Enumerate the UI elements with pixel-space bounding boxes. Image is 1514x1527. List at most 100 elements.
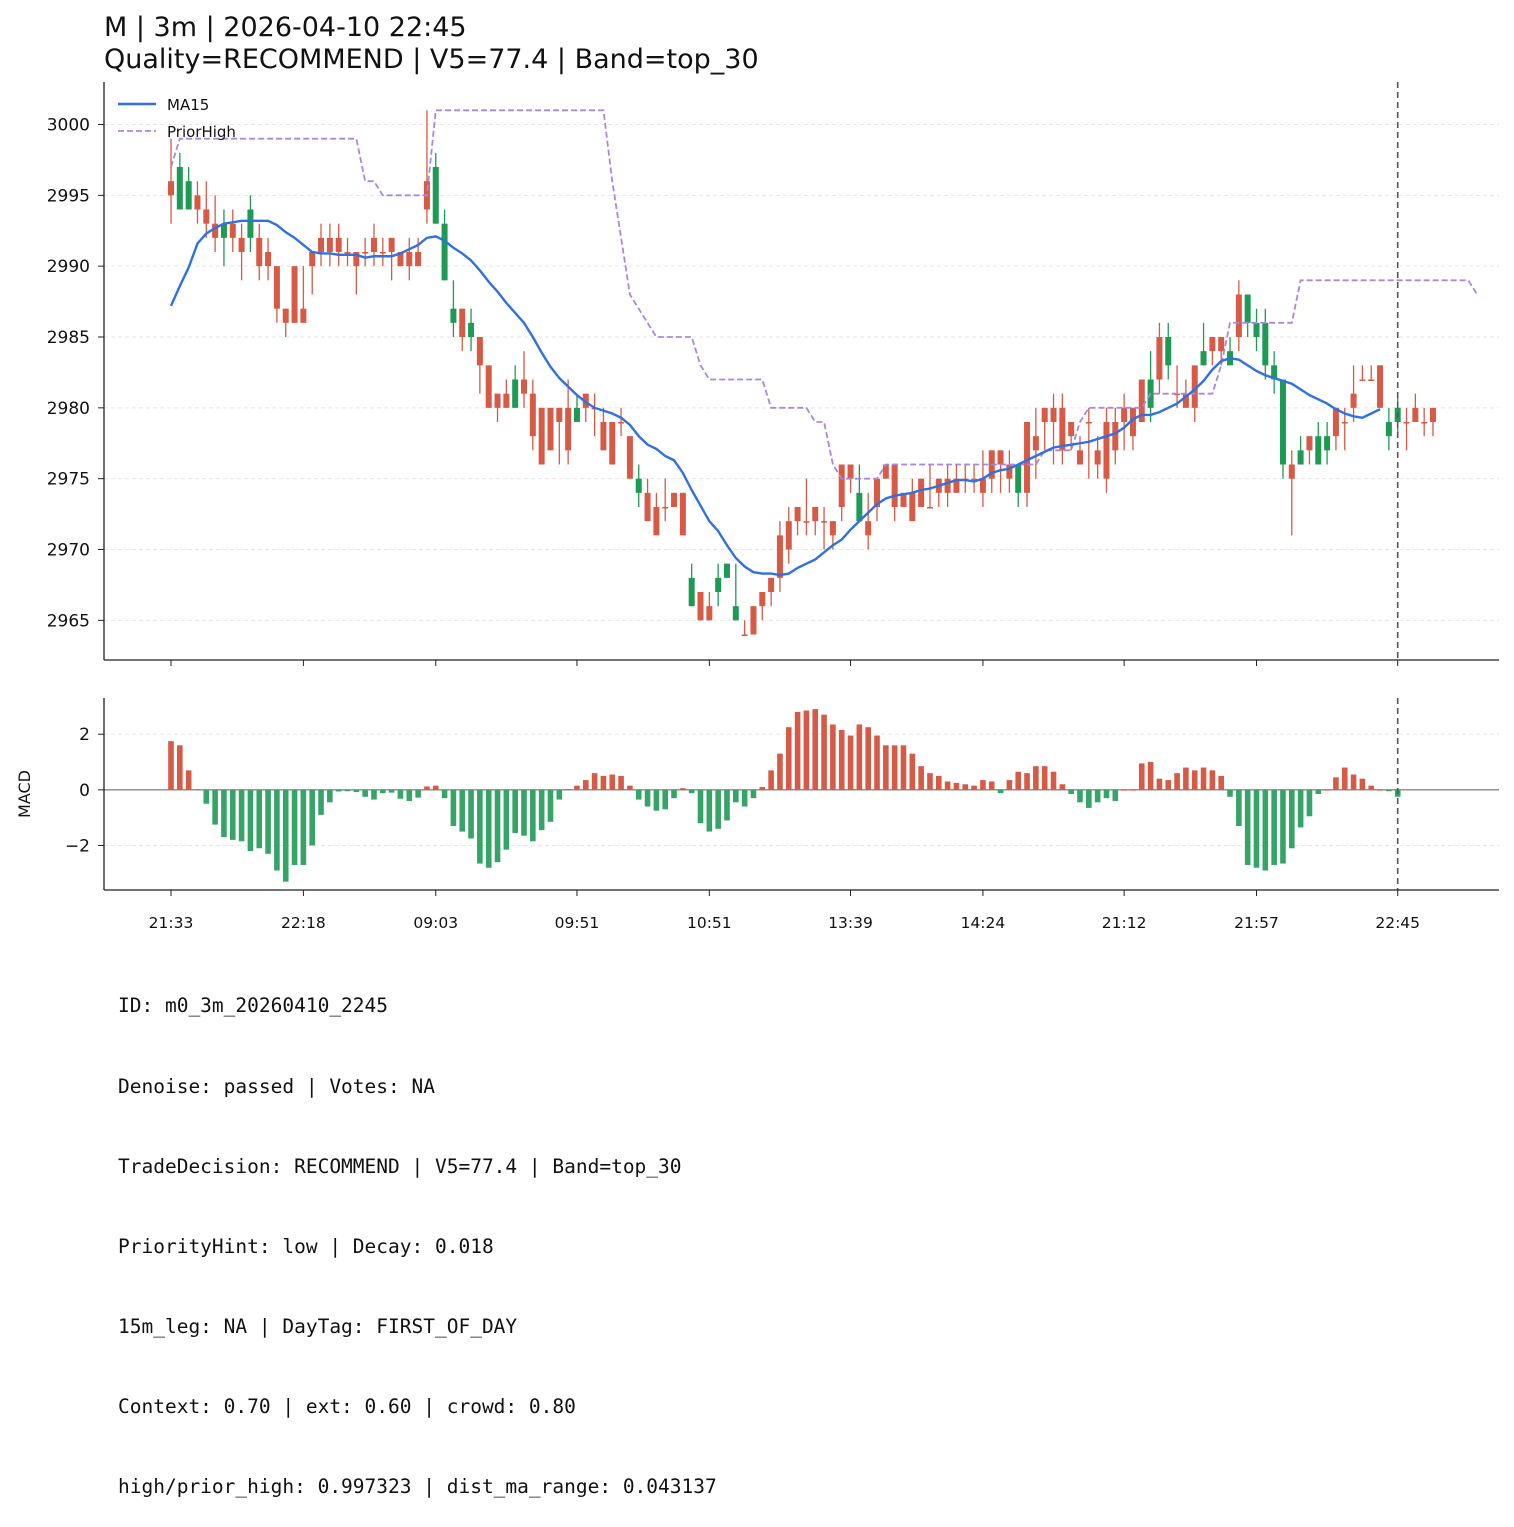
macd-bar bbox=[221, 789, 227, 838]
macd-bar bbox=[565, 788, 571, 790]
candle-body bbox=[185, 181, 192, 210]
macd-bar bbox=[688, 789, 695, 794]
candle-body bbox=[671, 492, 678, 507]
candle-body bbox=[1191, 365, 1198, 408]
candle-body bbox=[1129, 407, 1136, 437]
candle-body bbox=[362, 252, 369, 254]
candle-body bbox=[1094, 450, 1101, 465]
candle-body bbox=[794, 507, 801, 522]
macd-bar bbox=[680, 788, 686, 790]
candle-body bbox=[168, 181, 174, 196]
macd-bar bbox=[1271, 789, 1277, 865]
candle-body bbox=[1015, 464, 1022, 493]
candle-body bbox=[353, 252, 360, 267]
price-axes: 2965 2970 2975 2980 2985 2990 2995 3000 bbox=[47, 82, 1499, 666]
candle-body bbox=[1041, 407, 1048, 422]
macd-bar bbox=[238, 789, 245, 842]
macd-bar bbox=[229, 789, 236, 840]
macd-bar bbox=[335, 789, 342, 792]
macd-bar bbox=[1315, 789, 1322, 794]
candle-body bbox=[220, 223, 227, 238]
candle-body bbox=[891, 464, 898, 507]
candle-body bbox=[926, 507, 933, 509]
macd-bar bbox=[274, 789, 280, 871]
candle-body bbox=[741, 634, 748, 636]
macd-bar bbox=[300, 789, 307, 865]
macd-bar bbox=[1138, 763, 1145, 790]
macd-bar bbox=[1094, 789, 1101, 803]
candle-body bbox=[971, 478, 978, 481]
candle-body bbox=[618, 422, 625, 424]
candle-body bbox=[1253, 322, 1260, 337]
candle-body bbox=[874, 478, 881, 507]
macd-bar bbox=[980, 780, 986, 790]
candle-body bbox=[1332, 407, 1339, 437]
price-ytick-label: 2995 bbox=[47, 186, 90, 206]
macd-bar bbox=[203, 789, 210, 804]
macd-bar bbox=[538, 789, 545, 831]
candle-body bbox=[1430, 407, 1436, 422]
macd-bar bbox=[371, 789, 377, 800]
macd-bar bbox=[1280, 789, 1286, 864]
macd-bar bbox=[697, 789, 704, 824]
price-legend: MA15 PriorHigh bbox=[118, 96, 236, 141]
macd-bar bbox=[406, 789, 413, 801]
candle-body bbox=[918, 478, 925, 507]
macd-bar bbox=[724, 789, 730, 821]
macd-ytick-label: 0 bbox=[79, 781, 90, 801]
candle-body bbox=[1156, 337, 1163, 380]
candle-body bbox=[1244, 294, 1251, 323]
price-ytick-label: 3000 bbox=[47, 116, 90, 136]
candle-body bbox=[1288, 464, 1295, 479]
candle-body bbox=[1085, 422, 1092, 424]
candle-body bbox=[370, 237, 377, 252]
macd-bar bbox=[865, 727, 871, 790]
candle-body bbox=[176, 167, 183, 210]
candle-body bbox=[1315, 436, 1322, 465]
macd-ytick-label: 2 bbox=[79, 725, 90, 745]
candle-body bbox=[459, 308, 466, 337]
candle-body bbox=[1421, 422, 1428, 424]
macd-bar bbox=[265, 789, 271, 854]
legend-ma15-label: MA15 bbox=[167, 96, 209, 114]
candle-body bbox=[503, 393, 510, 408]
macd-bar bbox=[1306, 789, 1313, 817]
macd-bar bbox=[1350, 774, 1357, 790]
time-tick-label: 21:33 bbox=[149, 914, 194, 932]
time-tick-label: 13:39 bbox=[828, 914, 873, 932]
info-line: ID: m0_3m_20260410_2245 bbox=[118, 994, 389, 1018]
macd-bar bbox=[1244, 789, 1251, 865]
macd-bar bbox=[830, 724, 836, 790]
time-tick-label: 21:57 bbox=[1234, 914, 1279, 932]
macd-bar bbox=[327, 789, 333, 803]
macd-bar bbox=[618, 775, 624, 790]
macd-bar bbox=[741, 789, 748, 807]
macd-bar bbox=[1377, 789, 1383, 791]
candle-body bbox=[1271, 365, 1278, 380]
price-ytick-label: 2965 bbox=[47, 611, 90, 631]
candle-body bbox=[768, 577, 775, 592]
macd-bar bbox=[1262, 789, 1269, 871]
macd-bar bbox=[1059, 784, 1066, 790]
macd-bar bbox=[388, 789, 395, 793]
macd-bar bbox=[380, 789, 386, 794]
macd-bar bbox=[918, 766, 924, 790]
macd-bar bbox=[485, 789, 492, 868]
candle-body bbox=[194, 195, 201, 210]
macd-bar bbox=[432, 785, 439, 790]
candle-body bbox=[441, 223, 448, 281]
info-line: PriorityHint: low | Decay: 0.018 bbox=[118, 1234, 494, 1258]
candle-body bbox=[415, 252, 422, 267]
macd-bar bbox=[1006, 780, 1013, 790]
macd-bar bbox=[803, 710, 810, 790]
candle-body bbox=[565, 407, 572, 451]
macd-bar bbox=[1236, 789, 1242, 826]
candle-body bbox=[688, 577, 695, 607]
candle-body bbox=[1324, 436, 1331, 451]
info-panel: ID: m0_3m_20260410_2245 Denoise: passed … bbox=[118, 940, 717, 1527]
candle-body bbox=[1218, 337, 1225, 352]
macd-bars bbox=[168, 698, 1401, 890]
macd-bar bbox=[1130, 789, 1136, 791]
macd-bar bbox=[944, 781, 951, 790]
candle-body bbox=[1059, 407, 1066, 451]
